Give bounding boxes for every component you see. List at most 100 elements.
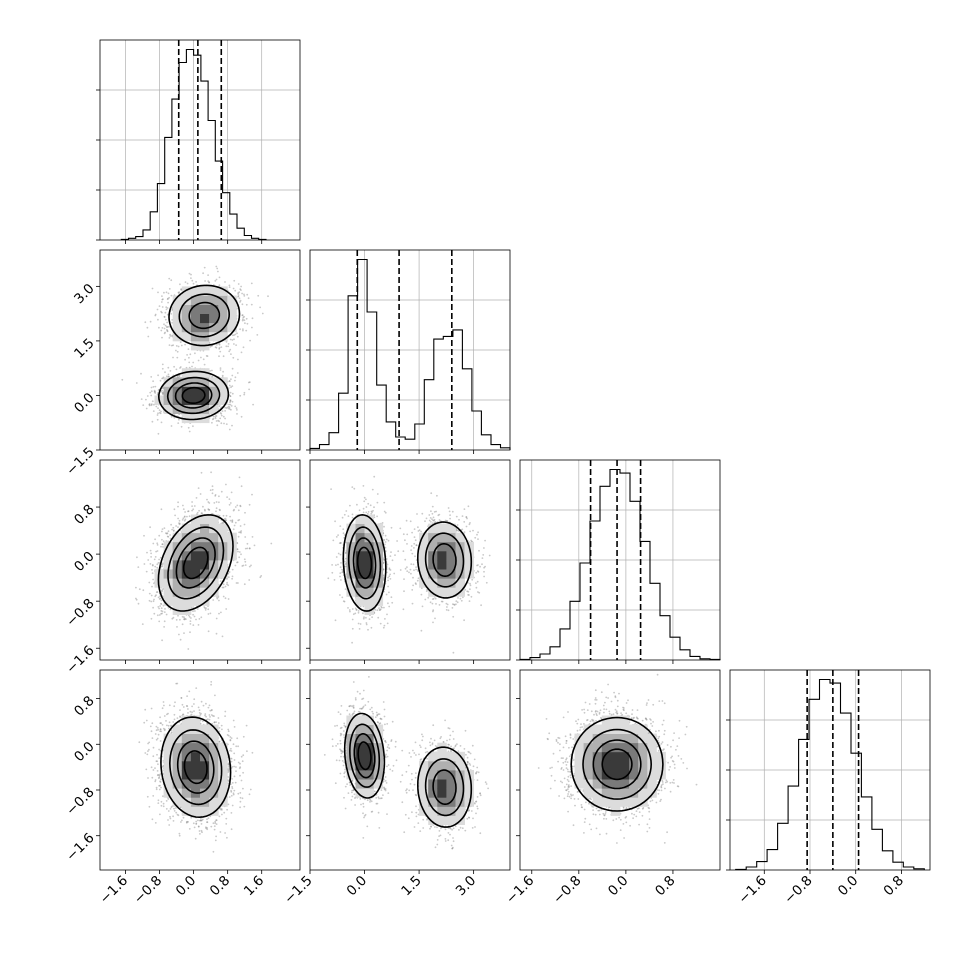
scatter-point <box>145 407 148 410</box>
scatter-point <box>185 618 187 620</box>
density-cell <box>209 322 219 333</box>
scatter-point <box>218 515 221 517</box>
scatter-point <box>239 301 241 303</box>
scatter-point <box>176 626 178 628</box>
scatter-point <box>151 569 153 571</box>
density-cell <box>181 304 192 314</box>
scatter-point <box>214 417 217 420</box>
density-cell <box>190 368 201 378</box>
scatter-point <box>242 316 245 319</box>
panel-content <box>121 265 269 435</box>
scatter-point <box>188 615 191 618</box>
scatter-point <box>230 408 232 411</box>
scatter-point <box>218 276 221 279</box>
scatter-point <box>245 329 248 332</box>
density-cell <box>172 313 183 324</box>
contour-line <box>166 376 221 415</box>
scatter-point <box>157 374 160 377</box>
scatter-point <box>241 565 244 567</box>
scatter-point <box>245 317 248 320</box>
scatter-point <box>156 563 159 566</box>
scatter-point <box>191 365 193 368</box>
scatter-point <box>161 389 163 392</box>
scatter-point <box>228 406 231 409</box>
scatter-point <box>160 421 163 424</box>
scatter-point <box>227 343 230 345</box>
scatter-point <box>215 265 218 268</box>
scatter-point <box>174 514 177 517</box>
scatter-point <box>190 617 192 619</box>
scatter-point <box>178 291 181 293</box>
scatter-point <box>178 292 180 294</box>
scatter-point <box>229 399 232 401</box>
scatter-point <box>216 597 219 600</box>
scatter-point <box>178 374 181 377</box>
scatter-point <box>211 485 214 488</box>
scatter-point <box>155 594 157 597</box>
scatter-point <box>208 281 211 284</box>
scatter-point <box>154 556 157 558</box>
scatter-point <box>166 326 168 328</box>
scatter-point <box>234 376 237 379</box>
scatter-point <box>167 535 170 538</box>
scatter-point <box>244 536 247 538</box>
scatter-point <box>237 582 239 584</box>
scatter-point <box>160 410 162 413</box>
scatter-point <box>225 407 228 409</box>
density-cell <box>209 295 219 305</box>
scatter-point <box>188 515 191 518</box>
scatter-point <box>231 339 234 341</box>
scatter-point <box>150 403 153 406</box>
scatter-point <box>227 576 230 578</box>
scatter-point <box>207 280 210 282</box>
scatter-point <box>135 382 138 384</box>
scatter-point <box>225 514 228 517</box>
scatter-point <box>157 389 160 391</box>
scatter-point <box>218 343 220 345</box>
scatter-point <box>221 521 224 524</box>
scatter-point <box>244 560 247 563</box>
scatter-point <box>158 409 161 412</box>
scatter-point <box>169 608 172 611</box>
scatter-point <box>152 578 155 581</box>
scatter-point <box>228 428 231 431</box>
scatter-point <box>160 607 163 610</box>
scatter-point <box>233 338 235 341</box>
scatter-point <box>140 398 143 400</box>
scatter-point <box>148 599 151 602</box>
scatter-point <box>147 559 150 561</box>
scatter-point <box>164 324 167 327</box>
scatter-point <box>229 391 232 394</box>
scatter-point <box>218 599 220 602</box>
scatter-point <box>236 409 238 411</box>
density-cell <box>209 286 219 296</box>
scatter-point <box>166 298 169 301</box>
scatter-point <box>178 375 181 377</box>
scatter-point <box>160 612 163 615</box>
histogram-steps-3 <box>735 678 925 870</box>
scatter-point <box>211 375 214 378</box>
density-cell <box>218 322 228 333</box>
scatter-point <box>248 388 251 391</box>
scatter-point <box>243 558 246 561</box>
scatter-point <box>183 515 186 518</box>
scatter-point <box>178 418 180 421</box>
scatter-point <box>171 334 174 337</box>
scatter-point <box>183 519 186 522</box>
hist-frame <box>729 669 931 871</box>
contour-line <box>181 386 206 404</box>
scatter-point <box>241 314 244 317</box>
scatter-point <box>156 418 159 421</box>
scatter-point <box>150 386 153 389</box>
density-cell <box>190 313 201 324</box>
density-cell <box>209 313 219 324</box>
scatter-point <box>164 331 167 334</box>
scatter-point <box>175 619 178 621</box>
scatter-point <box>246 322 249 325</box>
density-cell <box>181 286 192 296</box>
scatter-point <box>227 405 230 408</box>
scatter-point <box>156 393 159 396</box>
scatter-point <box>211 492 214 495</box>
scatter-point <box>172 356 174 359</box>
scatter-point <box>230 405 233 407</box>
